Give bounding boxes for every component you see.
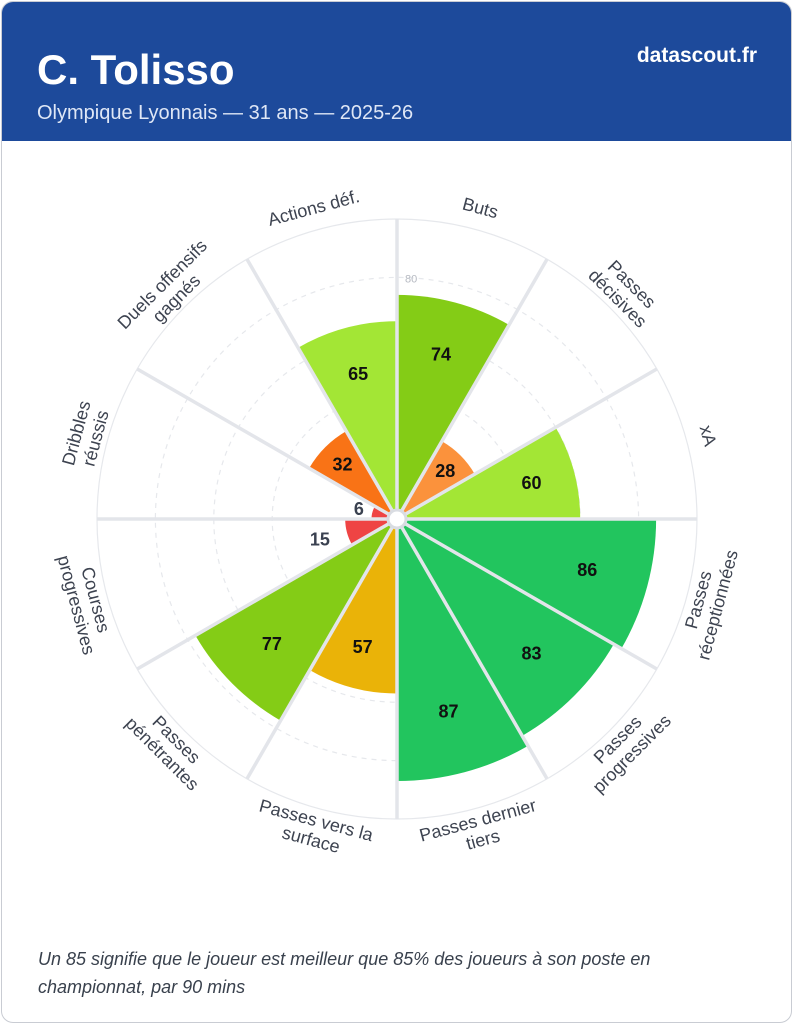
bar-8 xyxy=(195,519,397,721)
category-label: Buts xyxy=(460,194,500,223)
value-label: 87 xyxy=(439,701,459,721)
player-subtitle: Olympique Lyonnais — 31 ans — 2025-26 xyxy=(37,102,414,124)
value-label: 32 xyxy=(332,454,352,474)
spoke xyxy=(136,517,398,671)
value-label: 77 xyxy=(262,634,282,654)
category-label: xA xyxy=(696,423,721,448)
value-label: 74 xyxy=(431,345,451,365)
bar-12 xyxy=(298,321,397,519)
header-banner: C. Tolisso Olympique Lyonnais — 31 ans —… xyxy=(2,2,791,141)
category-label-line: Buts xyxy=(460,194,500,223)
bar-3 xyxy=(397,427,581,519)
spoke xyxy=(395,518,549,780)
bar-5 xyxy=(397,519,614,736)
bar-1 xyxy=(397,294,510,519)
value-label: 83 xyxy=(522,644,542,664)
spoke xyxy=(245,518,399,780)
value-label: 65 xyxy=(348,364,368,384)
bar-2 xyxy=(397,441,475,519)
category-label-line: xA xyxy=(696,423,721,448)
spoke xyxy=(396,367,658,521)
value-label: 57 xyxy=(353,637,373,657)
value-label: 28 xyxy=(435,461,455,481)
bar-4 xyxy=(397,519,657,649)
value-label: 15 xyxy=(310,530,330,550)
footnote: Un 85 signifie que le joueur est meilleu… xyxy=(38,949,651,997)
spoke xyxy=(245,258,399,520)
spoke xyxy=(396,517,658,671)
spoke xyxy=(395,258,549,520)
value-label: 60 xyxy=(521,473,541,493)
bar-7 xyxy=(309,519,397,694)
player-name: C. Tolisso xyxy=(37,46,235,93)
ring-label: 80 xyxy=(405,273,417,285)
value-label: 6 xyxy=(354,499,364,519)
bar-6 xyxy=(397,519,529,782)
bar-11 xyxy=(309,431,397,519)
value-label: 86 xyxy=(577,560,597,580)
center-hub xyxy=(386,508,408,530)
spoke xyxy=(136,367,398,521)
brand-label: datascout.fr xyxy=(636,44,757,67)
